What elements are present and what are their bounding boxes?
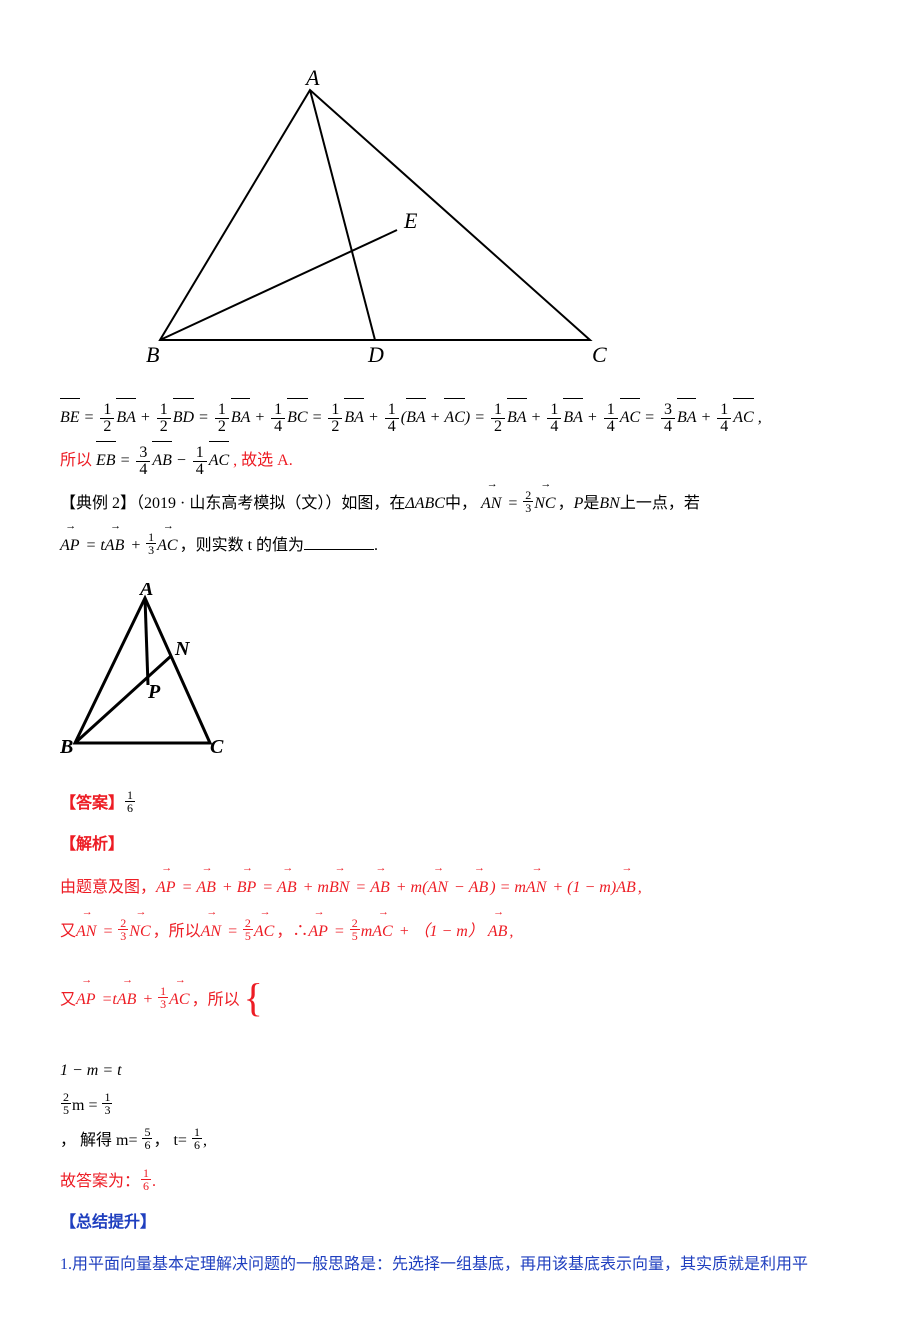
- solution-line-2: 又AN = 23NC，所以AN = 25AC，∴AP = 25mAC + （1 …: [60, 914, 860, 949]
- figure-triangle-abc-with-e: A B C D E: [140, 70, 860, 370]
- equation-eb-result: 所以 EB = 34AB − 14AC , 故选 A.: [60, 443, 860, 478]
- figure-triangle-abn: A B C N P: [60, 583, 860, 776]
- answer-blank: [304, 533, 374, 550]
- answer-line: 【答案】16: [60, 786, 860, 821]
- label-c: C: [592, 342, 607, 367]
- summary-text: 1.用平面向量基本定理解决问题的一般思路是：先选择一组基底，再用该基底表示向量，…: [60, 1247, 860, 1282]
- solution-line-4: 故答案为：16.: [60, 1164, 860, 1199]
- triangle-svg: A B C D E: [140, 70, 610, 370]
- solution-line-3: 又AP =tAB + 13AC，所以 {: [60, 957, 860, 1045]
- label-d: D: [367, 342, 384, 367]
- svg-text:N: N: [174, 638, 191, 660]
- summary-label: 【总结提升】: [60, 1205, 860, 1240]
- svg-text:C: C: [210, 736, 224, 758]
- example-2-statement-line2: AP = tAB + 13AC，则实数 t 的值为.: [60, 528, 860, 563]
- analysis-label: 【解析】: [60, 827, 860, 862]
- svg-text:B: B: [60, 736, 73, 758]
- label-a: A: [304, 70, 320, 90]
- label-e: E: [403, 208, 418, 233]
- solution-line-1: 由题意及图，AP = AB + BP = AB + mBN = AB + m(A…: [60, 870, 860, 905]
- label-b: B: [146, 342, 159, 367]
- example-2-statement: 【典例 2】（2019 · 山东高考模拟（文））如图，在ΔABC中， AN = …: [60, 486, 860, 521]
- equation-be-expansion: BE = 12BA + 12BD = 12BA + 14BC = 12BA + …: [60, 400, 860, 435]
- svg-text:A: A: [138, 583, 153, 600]
- svg-text:P: P: [147, 681, 161, 703]
